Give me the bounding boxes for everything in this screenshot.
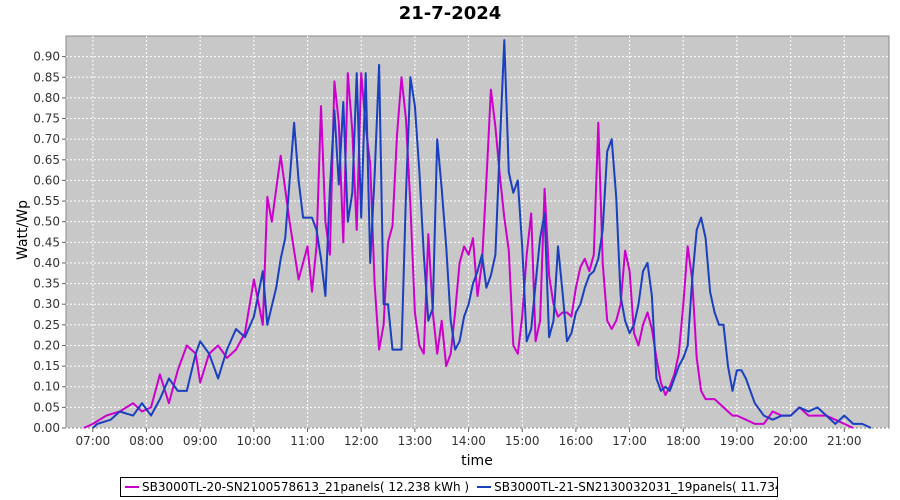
y-tick-label: 0.15 xyxy=(33,359,60,373)
legend-label: SB3000TL-21-SN2130032031_19panels( 11.73… xyxy=(494,480,777,494)
y-axis-title: Watt/Wp xyxy=(15,200,31,260)
x-tick-label: 07:00 xyxy=(76,434,111,448)
x-tick-label: 13:00 xyxy=(398,434,433,448)
y-tick-label: 0.65 xyxy=(33,153,60,167)
y-tick-label: 0.10 xyxy=(33,380,60,394)
y-tick-label: 0.75 xyxy=(33,112,60,126)
legend-item-1: SB3000TL-20-SN2100578613_21panels( 12.23… xyxy=(125,480,469,494)
y-tick-label: 0.70 xyxy=(33,132,60,146)
x-axis-title: time xyxy=(461,453,493,469)
series-line-1 xyxy=(83,72,854,429)
x-tick-label: 11:00 xyxy=(290,434,325,448)
legend: SB3000TL-20-SN2100578613_21panels( 12.23… xyxy=(120,477,778,497)
y-tick-label: 0.05 xyxy=(33,400,60,414)
x-tick-label: 10:00 xyxy=(237,434,272,448)
y-tick-label: 0.20 xyxy=(33,338,60,352)
y-tick-label: 0.30 xyxy=(33,297,60,311)
legend-swatch xyxy=(477,486,492,488)
x-tick-label: 16:00 xyxy=(559,434,594,448)
legend-swatch xyxy=(125,486,139,488)
y-tick-label: 0.90 xyxy=(33,50,60,64)
y-tick-label: 0.40 xyxy=(33,256,60,270)
x-tick-label: 19:00 xyxy=(720,434,755,448)
x-tick-label: 08:00 xyxy=(129,434,164,448)
x-tick-label: 12:00 xyxy=(344,434,379,448)
y-tick-label: 0.25 xyxy=(33,318,60,332)
legend-label: SB3000TL-20-SN2100578613_21panels( 12.23… xyxy=(142,480,470,494)
y-tick-label: 0.55 xyxy=(33,194,60,208)
y-tick-label: 0.60 xyxy=(33,173,60,187)
y-tick-label: 0.00 xyxy=(33,421,60,435)
x-tick-label: 14:00 xyxy=(451,434,486,448)
x-tick-label: 15:00 xyxy=(505,434,540,448)
y-tick-label: 0.35 xyxy=(33,277,60,291)
x-tick-label: 09:00 xyxy=(183,434,218,448)
x-tick-label: 17:00 xyxy=(612,434,647,448)
x-tick-label: 20:00 xyxy=(773,434,808,448)
x-tick-label: 18:00 xyxy=(666,434,701,448)
y-tick-label: 0.45 xyxy=(33,235,60,249)
legend-item-2: SB3000TL-21-SN2130032031_19panels( 11.73… xyxy=(477,480,777,494)
y-tick-label: 0.50 xyxy=(33,215,60,229)
series-line-2 xyxy=(92,39,872,429)
chart-title: 21-7-2024 xyxy=(398,3,502,24)
y-tick-label: 0.80 xyxy=(33,91,60,105)
x-tick-label: 21:00 xyxy=(827,434,862,448)
plot-area xyxy=(65,35,890,429)
y-tick-label: 0.85 xyxy=(33,70,60,84)
